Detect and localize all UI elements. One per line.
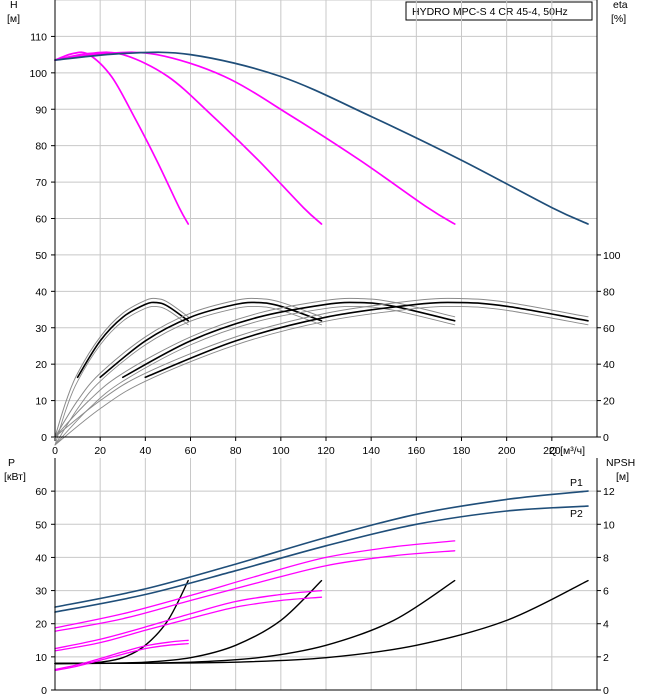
tick-label-eta-40: 40	[603, 359, 615, 371]
tick-label-npsh-4: 4	[603, 619, 609, 631]
power-curve-2	[54, 505, 589, 613]
tick-label-q-220: 220	[543, 445, 561, 457]
eta-curve-2	[99, 301, 323, 379]
eta-curve-outline-2	[54, 297, 322, 438]
tick-label-q-140: 140	[362, 445, 380, 457]
power-curve-8	[54, 642, 189, 672]
eta-curve-inner-1	[54, 305, 189, 446]
head-curve-2	[54, 51, 323, 225]
tick-label-eta-100: 100	[603, 250, 621, 262]
tick-label-h-40: 40	[35, 286, 47, 298]
top-grid	[55, 0, 597, 437]
tick-label-p-10: 10	[35, 652, 47, 664]
tick-label-eta-0: 0	[603, 432, 609, 444]
tick-label-npsh-8: 8	[603, 552, 609, 564]
power-npsh-curves: P1 P2	[54, 477, 589, 672]
eta-curve-outline-1	[54, 297, 189, 438]
tick-label-h-60: 60	[35, 214, 47, 226]
tick-label-h-110: 110	[30, 31, 47, 43]
power-curve-1	[54, 490, 589, 608]
tick-label-npsh-0: 0	[603, 685, 609, 697]
tick-label-h-100: 100	[29, 68, 47, 80]
tick-label-eta-60: 60	[603, 323, 615, 335]
tick-label-eta-80: 80	[603, 286, 615, 298]
y-axis-label-h: H	[10, 0, 18, 11]
power-curve-7	[54, 639, 189, 671]
eta-curve-1	[76, 301, 189, 379]
tick-label-h-20: 20	[35, 359, 47, 371]
tick-label-q-80: 80	[230, 445, 242, 457]
tick-label-q-60: 60	[185, 445, 197, 457]
tick-label-h-90: 90	[35, 104, 47, 116]
tick-label-p-50: 50	[35, 519, 47, 531]
bottom-grid	[55, 458, 597, 690]
y-axis-unit-eta: [%]	[611, 13, 626, 25]
head-efficiency-curves	[54, 51, 589, 446]
tick-label-npsh-12: 12	[603, 486, 615, 498]
y-axis-label-p: P	[8, 457, 15, 469]
y-axis-unit-npsh: [м]	[616, 471, 629, 483]
tick-label-h-30: 30	[35, 323, 47, 335]
bottom-tick-labels: 0 10 20 30 40 50 60 0 2 4 6 8 10 12	[35, 486, 615, 697]
npsh-curve-4	[54, 579, 589, 665]
tick-label-q-0: 0	[52, 445, 58, 457]
title-box	[405, 1, 593, 21]
eta-curve-4	[144, 301, 589, 379]
tick-label-q-20: 20	[94, 445, 106, 457]
power-curve-5	[54, 589, 323, 650]
chart-title: HYDRO MPC-S 4 CR 45-4, 50Hz	[412, 6, 568, 18]
eta-curve-inner-4	[54, 305, 589, 446]
head-curve-4	[54, 51, 589, 225]
y-axis-unit-h: [м]	[7, 13, 20, 25]
tick-label-npsh-6: 6	[603, 586, 609, 598]
tick-label-q-120: 120	[317, 445, 335, 457]
bottom-frame	[54, 458, 598, 691]
tick-label-h-70: 70	[35, 177, 47, 189]
tick-label-q-160: 160	[408, 445, 426, 457]
tick-label-q-180: 180	[453, 445, 471, 457]
power-curve-4	[54, 550, 456, 632]
eta-curve-outline-4	[54, 297, 589, 438]
tick-label-eta-20: 20	[603, 396, 615, 408]
tick-label-q-40: 40	[139, 445, 151, 457]
tick-label-h-10: 10	[35, 396, 47, 408]
tick-label-h-0: 0	[41, 432, 47, 444]
tick-label-q-200: 200	[498, 445, 516, 457]
tick-label-q-100: 100	[272, 445, 290, 457]
head-curve-1	[54, 51, 190, 225]
eta-curve-inner-2	[54, 305, 322, 446]
power-label-p1: P1	[570, 477, 583, 489]
tick-label-p-30: 30	[35, 586, 47, 598]
tick-label-p-0: 0	[41, 685, 47, 697]
tick-label-npsh-10: 10	[603, 519, 615, 531]
eta-curve-inner-3	[54, 305, 456, 446]
power-curve-6	[54, 596, 323, 652]
tick-label-p-20: 20	[35, 619, 47, 631]
tick-label-h-80: 80	[35, 141, 47, 153]
top-frame	[54, 0, 598, 438]
y-axis-unit-p: [кВт]	[4, 471, 26, 483]
y-axis-label-npsh: NPSH	[606, 457, 635, 469]
tick-label-p-60: 60	[35, 486, 47, 498]
head-curve-3	[54, 51, 456, 225]
y-axis-label-eta: eta	[613, 0, 628, 11]
tick-label-p-40: 40	[35, 552, 47, 564]
power-label-p2: P2	[570, 508, 583, 520]
power-curve-3	[54, 540, 456, 629]
eta-curve-outline-3	[54, 297, 456, 438]
tick-label-npsh-2: 2	[603, 652, 609, 664]
tick-label-h-50: 50	[35, 250, 47, 262]
x-axis-label: Q [м³/ч]	[549, 445, 585, 457]
top-tick-labels: 0 10 20 30 40 50 60 70 80 90 100 110 0 20 40 60 80 100 0 20…	[29, 31, 620, 457]
